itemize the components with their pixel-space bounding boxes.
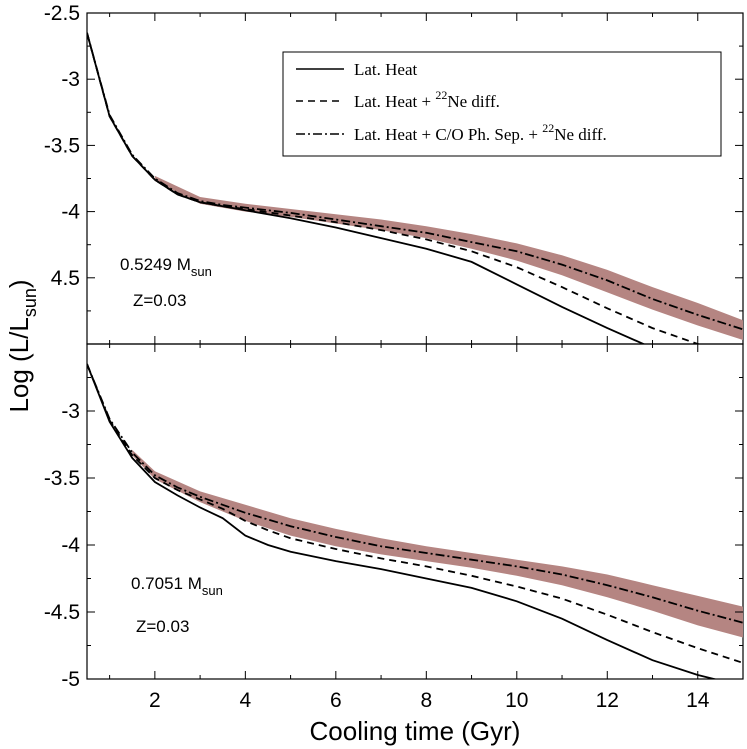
top-axis-ticks <box>87 12 744 345</box>
bottom-y-tick-label: -4 <box>61 534 80 557</box>
bottom-axis-ticks <box>87 343 744 680</box>
top-y-tick-labels: -2.5 -3 -3.5 -4 4.5 <box>44 2 80 290</box>
legend-box <box>282 51 722 157</box>
top-metallicity-label: Z=0.03 <box>133 291 186 310</box>
top-series-dashed-line <box>87 32 702 344</box>
top-panel: -2.5 -3 -3.5 -4 4.5 0.5249 Msun Z=0.03 Lat. … <box>44 2 744 345</box>
legend: Lat. Heat Lat. Heat + 22Ne diff. Lat. He… <box>282 51 722 157</box>
top-series-dashdot-line <box>87 32 743 331</box>
bottom-metallicity-label: Z=0.03 <box>136 617 189 636</box>
bottom-mass-label: 0.7051 Msun <box>131 574 223 598</box>
bottom-uncertainty-band <box>132 449 743 638</box>
x-tick-label: 6 <box>330 689 342 712</box>
top-y-tick-label: -3 <box>61 68 80 91</box>
legend-label-lat-heat: Lat. Heat <box>354 60 418 79</box>
legend-label-co-ne: Lat. Heat + C/O Ph. Sep. + 22Ne diff. <box>354 121 607 144</box>
x-tick-label: 12 <box>596 689 619 712</box>
bottom-y-tick-label: -3.5 <box>44 467 80 490</box>
top-y-tick-label: -2.5 <box>44 2 80 25</box>
bottom-uncertainty-band-group <box>132 449 743 638</box>
y-axis-title: Log (L/Lsun) <box>4 279 40 412</box>
top-series-lines <box>87 32 743 344</box>
bottom-y-tick-label: -5 <box>61 668 80 691</box>
top-uncertainty-band-group <box>154 175 743 340</box>
x-tick-label: 2 <box>149 689 161 712</box>
bottom-y-tick-label: -4.5 <box>44 601 80 624</box>
bottom-y-tick-label: -3 <box>61 400 80 423</box>
x-axis-title: Cooling time (Gyr) <box>310 716 521 746</box>
x-tick-label: 8 <box>420 689 432 712</box>
top-uncertainty-band <box>154 175 743 340</box>
x-tick-labels: 2 4 6 8 10 12 14 <box>149 689 710 712</box>
bottom-panel: -3 -3.5 -4 -4.5 -5 0.7051 Msun Z=0.03 <box>44 343 744 691</box>
legend-label-ne-diff: Lat. Heat + 22Ne diff. <box>354 88 500 111</box>
bottom-series-dashed-line <box>87 363 743 664</box>
bottom-y-tick-labels: -3 -3.5 -4 -4.5 -5 <box>44 400 80 691</box>
x-tick-label: 10 <box>505 689 528 712</box>
bottom-series-dashdot-line <box>87 363 743 624</box>
bottom-series-solid-line <box>87 363 718 679</box>
top-y-tick-label: 4.5 <box>51 267 80 290</box>
bottom-series-lines <box>87 363 743 679</box>
top-y-tick-label: -3.5 <box>44 134 80 157</box>
x-tick-label: 4 <box>240 689 252 712</box>
x-tick-label: 14 <box>686 689 710 712</box>
top-y-tick-label: -4 <box>61 201 80 224</box>
top-mass-label: 0.5249 Msun <box>120 255 212 279</box>
